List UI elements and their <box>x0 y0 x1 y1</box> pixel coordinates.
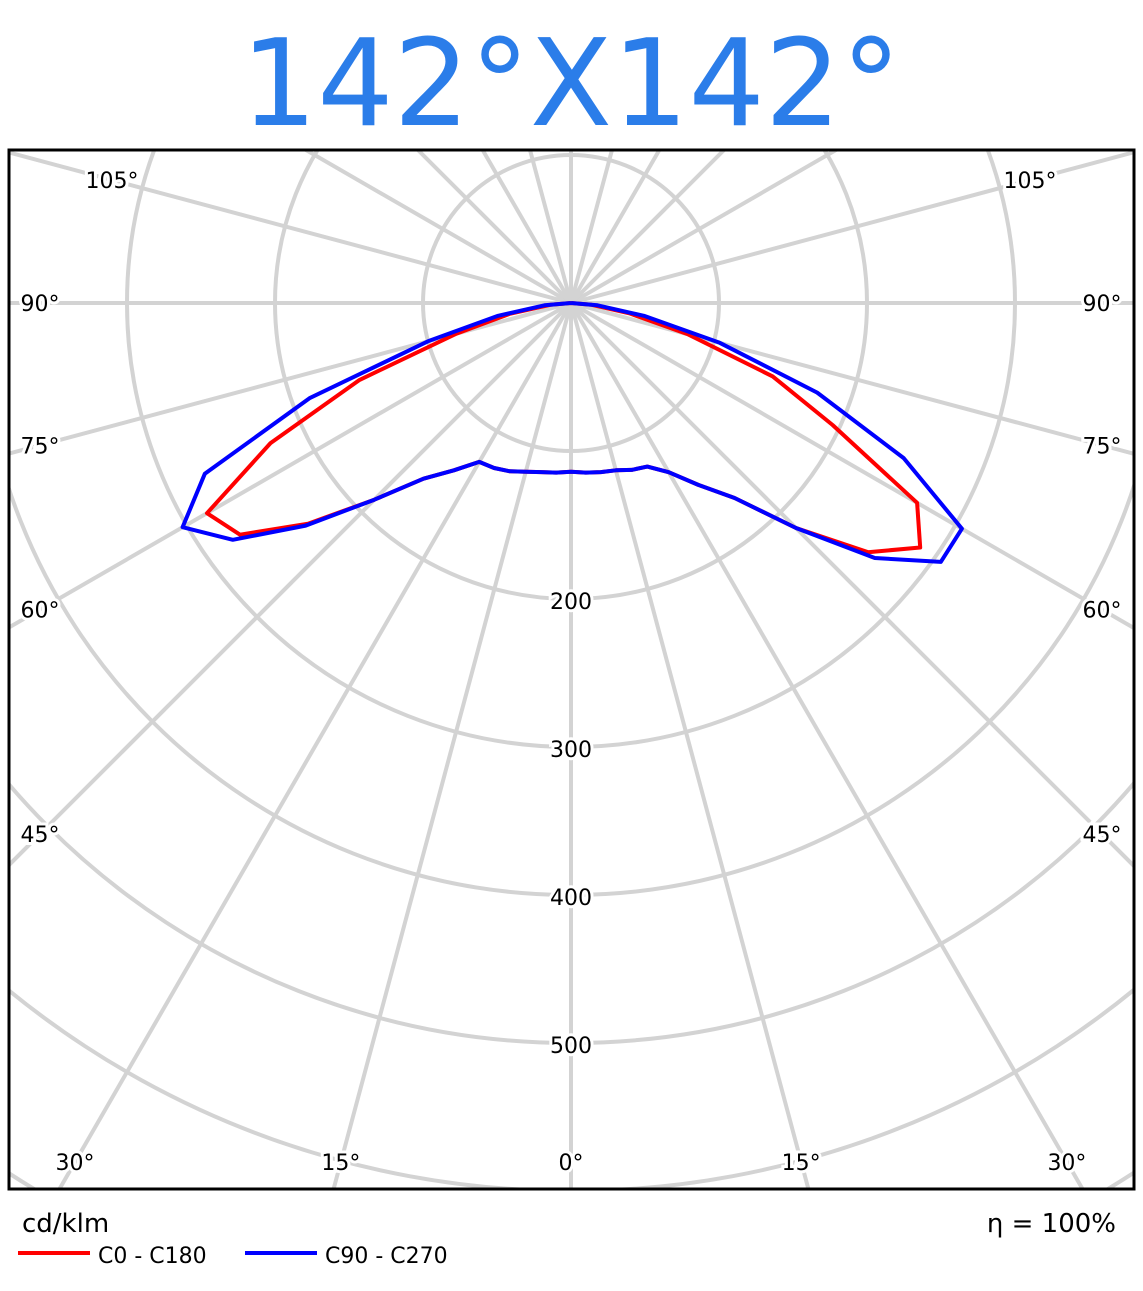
angle-label: 90° <box>1083 292 1122 317</box>
legend-label: C90 - C270 <box>325 1244 448 1269</box>
angle-label: 60° <box>21 599 60 624</box>
series-line <box>180 301 964 564</box>
grid-spoke <box>569 301 1134 869</box>
angle-label: 45° <box>21 823 60 848</box>
grid-spoke <box>569 301 1085 1189</box>
angle-label: 15° <box>782 1151 821 1176</box>
angle-label: 15° <box>321 1151 360 1176</box>
unit-label: cd/klm <box>22 1209 109 1239</box>
series-line <box>205 301 923 555</box>
grid-spoke <box>301 150 572 305</box>
grid-spoke <box>415 150 573 305</box>
grid-spoke <box>9 301 572 456</box>
angle-label: 45° <box>1083 823 1122 848</box>
grid-spoke <box>569 150 662 304</box>
grid-spoke <box>569 301 1134 631</box>
angle-label: 105° <box>85 169 138 194</box>
angle-label: 60° <box>1083 599 1122 624</box>
grid-spoke <box>570 301 1134 456</box>
grid-spoke <box>9 301 573 868</box>
grid-spoke <box>480 150 573 304</box>
legend-label: C0 - C180 <box>98 1244 207 1269</box>
radius-label: 400 <box>550 886 592 911</box>
radius-label: 500 <box>550 1034 592 1059</box>
angle-label: 30° <box>56 1151 95 1176</box>
grid-spoke <box>9 150 572 305</box>
efficiency-label: η = 100% <box>987 1209 1116 1239</box>
grid-spoke <box>57 301 573 1189</box>
radius-label: 200 <box>550 590 592 615</box>
angle-label: 0° <box>559 1151 584 1176</box>
grid-spoke <box>9 301 572 630</box>
grid-spoke <box>570 150 1134 305</box>
angle-label: 75° <box>1083 434 1122 459</box>
angle-label: 30° <box>1047 1151 1086 1176</box>
grid-spoke <box>569 150 841 305</box>
radius-label: 300 <box>550 738 592 763</box>
grid-spoke <box>569 150 727 305</box>
legend: C0 - C180 C90 - C270 <box>18 1244 448 1269</box>
plot-frame <box>7 148 1136 1191</box>
angle-label: 105° <box>1004 169 1057 194</box>
chart-title: 142°X142° <box>241 15 901 154</box>
angle-label: 75° <box>21 434 60 459</box>
grid-spoke <box>569 302 811 1189</box>
grid-spoke <box>331 302 573 1189</box>
angle-label: 90° <box>21 292 60 317</box>
